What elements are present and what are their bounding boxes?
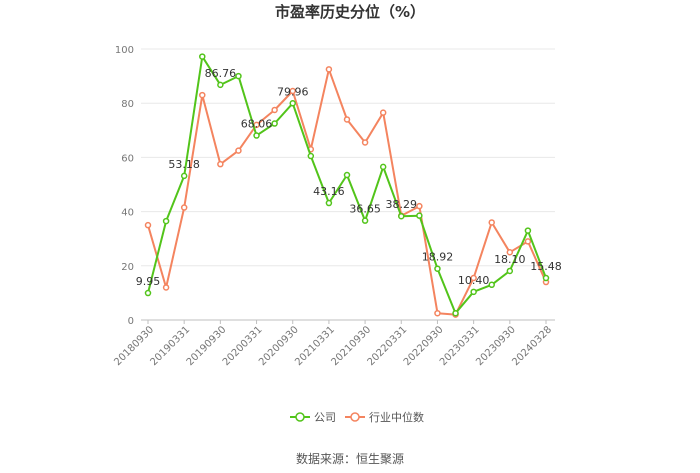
industry-median-point (180, 204, 188, 211)
company-point (289, 100, 296, 107)
legend-company-label: 公司 (314, 411, 336, 424)
company-point (325, 199, 333, 207)
series-layer (144, 53, 550, 318)
company-point (307, 152, 315, 160)
y-tick-label: 40 (121, 208, 134, 219)
industry-median-point (217, 160, 224, 168)
company-point (199, 53, 206, 60)
data-source-note: 数据来源：恒生聚源 (296, 451, 404, 466)
legend-industry-label: 行业中位数 (369, 410, 424, 424)
company-point (452, 309, 459, 317)
company-point (542, 274, 550, 282)
data-label: 15.48 (530, 260, 562, 273)
x-tick-label: 20240328 (510, 324, 554, 368)
y-tick-label: 20 (121, 262, 134, 273)
industry-median-point (343, 116, 351, 123)
legend-industry-marker (350, 412, 360, 422)
industry-median-point (524, 238, 532, 245)
grid-layer (141, 48, 555, 321)
company-point (506, 267, 514, 275)
industry-median-point (325, 66, 333, 73)
industry-median-point (506, 249, 514, 256)
data-label: 9.95 (136, 275, 161, 288)
data-label-layer: 9.95 53.18 86.76 68.06 79.96 43.16 36.65 38.29 1… (136, 67, 562, 288)
company-point (235, 72, 242, 80)
industry-median-point (271, 106, 278, 114)
y-tick-label: 100 (115, 45, 134, 56)
company-point (470, 288, 477, 296)
industry-median-point (379, 109, 387, 116)
data-label: 18.10 (494, 253, 526, 266)
company-point (180, 172, 188, 180)
company-point (524, 227, 532, 234)
company-point (434, 265, 441, 272)
company-point (361, 217, 369, 224)
company-point (343, 171, 351, 179)
industry-median-point (144, 221, 152, 229)
company-point (416, 212, 423, 219)
industry-median-point (470, 274, 477, 282)
company-point (253, 132, 260, 139)
data-label: 18.92 (422, 251, 454, 264)
industry-median-point (199, 91, 206, 99)
legend-company-marker (295, 412, 305, 422)
data-label: 53.18 (168, 158, 200, 171)
chart-title: 市盈率历史分位（%） (275, 3, 425, 21)
data-label: 86.76 (205, 67, 237, 80)
industry-median-point (289, 87, 296, 95)
data-label: 36.65 (349, 203, 381, 216)
industry-median-point (162, 284, 170, 291)
company-point (144, 289, 152, 297)
company-point (271, 120, 278, 127)
company-point (488, 281, 495, 289)
industry-median-point (416, 202, 423, 210)
company-point (379, 163, 387, 171)
y-tick-label: 80 (121, 99, 134, 110)
industry-median-point (488, 219, 495, 226)
company-point (217, 81, 224, 89)
data-label: 38.29 (386, 198, 418, 211)
industry-median-point (235, 147, 242, 154)
data-label: 79.96 (277, 85, 309, 98)
data-label: 10.40 (458, 274, 490, 287)
y-tick-label: 0 (128, 316, 134, 327)
data-label: 68.06 (241, 118, 273, 131)
data-label: 43.16 (313, 185, 345, 198)
company-point (162, 217, 170, 225)
y-tick-label: 60 (121, 153, 134, 164)
company-point (398, 212, 405, 220)
legend: 公司 行业中位数 (290, 410, 424, 424)
industry-median-point (434, 309, 441, 317)
industry-median-point (361, 139, 369, 146)
